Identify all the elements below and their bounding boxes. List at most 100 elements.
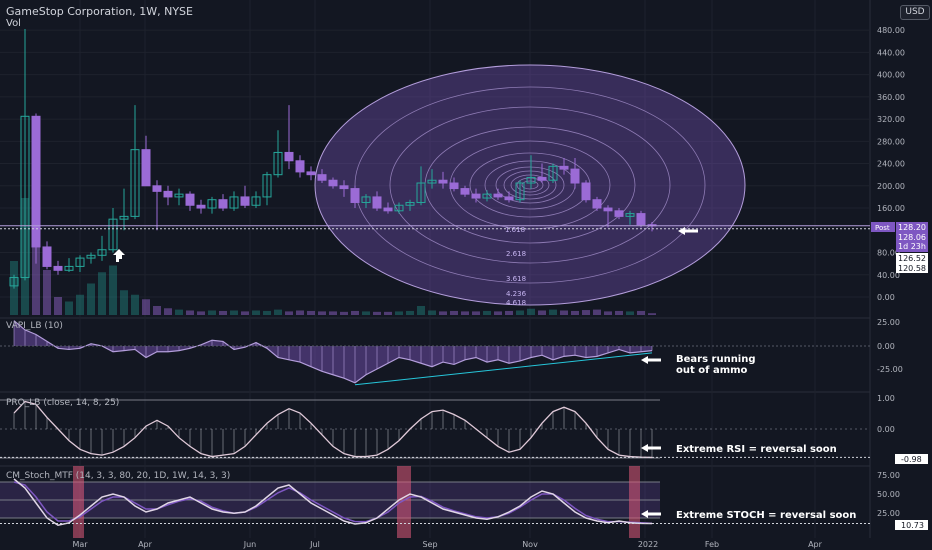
candle-body (97, 249, 107, 256)
level1-badge (896, 253, 928, 263)
fib-circle (354, 86, 706, 284)
candle-body (603, 207, 613, 212)
symbol-title[interactable]: GameStop Corporation, 1W, NYSE (6, 5, 193, 18)
volume-bar (494, 311, 502, 315)
candle-body (548, 165, 558, 181)
candle-body (482, 193, 492, 199)
time-tick-label: Mar (72, 540, 88, 549)
time-tick-label: Feb (705, 540, 719, 549)
candle-body (537, 176, 547, 181)
stoch-extreme-highlight (73, 466, 84, 538)
volume-bar (516, 310, 524, 315)
stoch-d-line (13, 481, 653, 525)
annotation-rsi: Extreme RSI = reversal soon (676, 444, 837, 455)
pro-title[interactable]: PRO_LB (close, 14, 8, 25) (6, 398, 120, 408)
stoch-title[interactable]: CM_Stoch_MTF (14, 3, 3, 80, 20, 1D, 1W, … (6, 471, 231, 481)
fib-label: 1.618 (505, 226, 525, 234)
volume-bar (450, 310, 458, 315)
level2-price: 120.58 (898, 264, 926, 273)
volume-bar (318, 311, 326, 315)
candle-body (284, 151, 294, 162)
price-tick-label: 160.00 (877, 204, 905, 213)
stoch-tick-label: 25.00 (877, 509, 900, 518)
price-tick-label: 320.00 (877, 115, 905, 124)
volume-bar (197, 311, 205, 315)
volume-bar (615, 310, 623, 315)
volume-bar (582, 310, 590, 315)
volume-bar (153, 306, 161, 315)
candle-body (31, 115, 41, 248)
pro-tick-label: 0.00 (877, 425, 895, 434)
annotation-stoch: Extreme STOCH = reversal soon (676, 510, 857, 521)
volume-bar (219, 310, 227, 315)
candle-body (416, 182, 426, 203)
volume-bar (54, 297, 62, 315)
candle-body (273, 151, 283, 176)
axes: 480.00 440.00 400.00 360.00 320.00 280.00 240.… (72, 26, 928, 549)
last-price: 128.06 (898, 233, 926, 242)
stoch-tick-label: 50.00 (877, 490, 900, 499)
volume-bar (373, 311, 381, 315)
candle-body (196, 204, 206, 209)
volume-bar (626, 311, 634, 315)
volume-bar (637, 310, 645, 315)
candle-body (262, 174, 272, 198)
arrow-up-icon (113, 249, 125, 262)
pro-tick-label: 1.00 (877, 394, 895, 403)
candle-body (449, 182, 459, 190)
candle-body (185, 193, 195, 206)
volume-bar (296, 310, 304, 315)
volume-bar (87, 283, 95, 315)
pro-pane (0, 399, 870, 459)
candle-body (218, 199, 228, 209)
price-tick-label: 440.00 (877, 48, 905, 57)
volume-bar (285, 311, 293, 315)
price-tick-label: 280.00 (877, 137, 905, 146)
volume-bar (538, 310, 546, 315)
volume-bar (274, 309, 282, 315)
annotation-bears-line1: Bears running (676, 354, 756, 365)
candle-body (86, 254, 96, 259)
stoch-k-line (13, 478, 653, 526)
vapi-title[interactable]: VAPI_LB (10) (6, 321, 63, 331)
candle-body (229, 196, 239, 209)
candle-body (240, 196, 250, 206)
candle-body (207, 199, 217, 209)
stoch-extreme-highlight (629, 466, 640, 538)
candle-body (625, 213, 635, 217)
price-tick-label: 480.00 (877, 26, 905, 35)
pro-value-badge (895, 454, 928, 464)
volume-bar (263, 310, 271, 315)
volume-bar (384, 311, 392, 315)
candle-body (42, 246, 52, 267)
candle-body (427, 179, 437, 184)
candle-body (636, 213, 646, 226)
last-price-badge (896, 232, 928, 252)
post-price: 128.20 (898, 223, 926, 232)
volume-bar (65, 301, 73, 315)
arrow-left-icon (641, 356, 661, 364)
volume-bar (164, 308, 172, 315)
price-tick-label: 240.00 (877, 160, 905, 169)
candle-body (372, 196, 382, 209)
candle-body (405, 201, 415, 206)
time-tick-label: Apr (808, 540, 823, 549)
volume-bar (186, 310, 194, 315)
volume-label[interactable]: Vol (6, 18, 21, 29)
volume-bar (241, 311, 249, 315)
candle-body (119, 215, 129, 220)
currency-button[interactable]: USD (900, 5, 930, 20)
candle-body (20, 115, 30, 279)
countdown: 1d 23h (898, 242, 926, 251)
candle-body (339, 185, 349, 190)
time-tick-label: Jul (309, 540, 320, 549)
candle-body (559, 165, 569, 170)
vapi-tick-label: 25.00 (877, 318, 900, 327)
volume-bar (32, 247, 40, 315)
volume-bar (461, 311, 469, 315)
candle-body (75, 257, 85, 267)
stoch-value: 10.73 (901, 521, 924, 530)
volume-bar (208, 310, 216, 315)
candle-body (438, 179, 448, 184)
